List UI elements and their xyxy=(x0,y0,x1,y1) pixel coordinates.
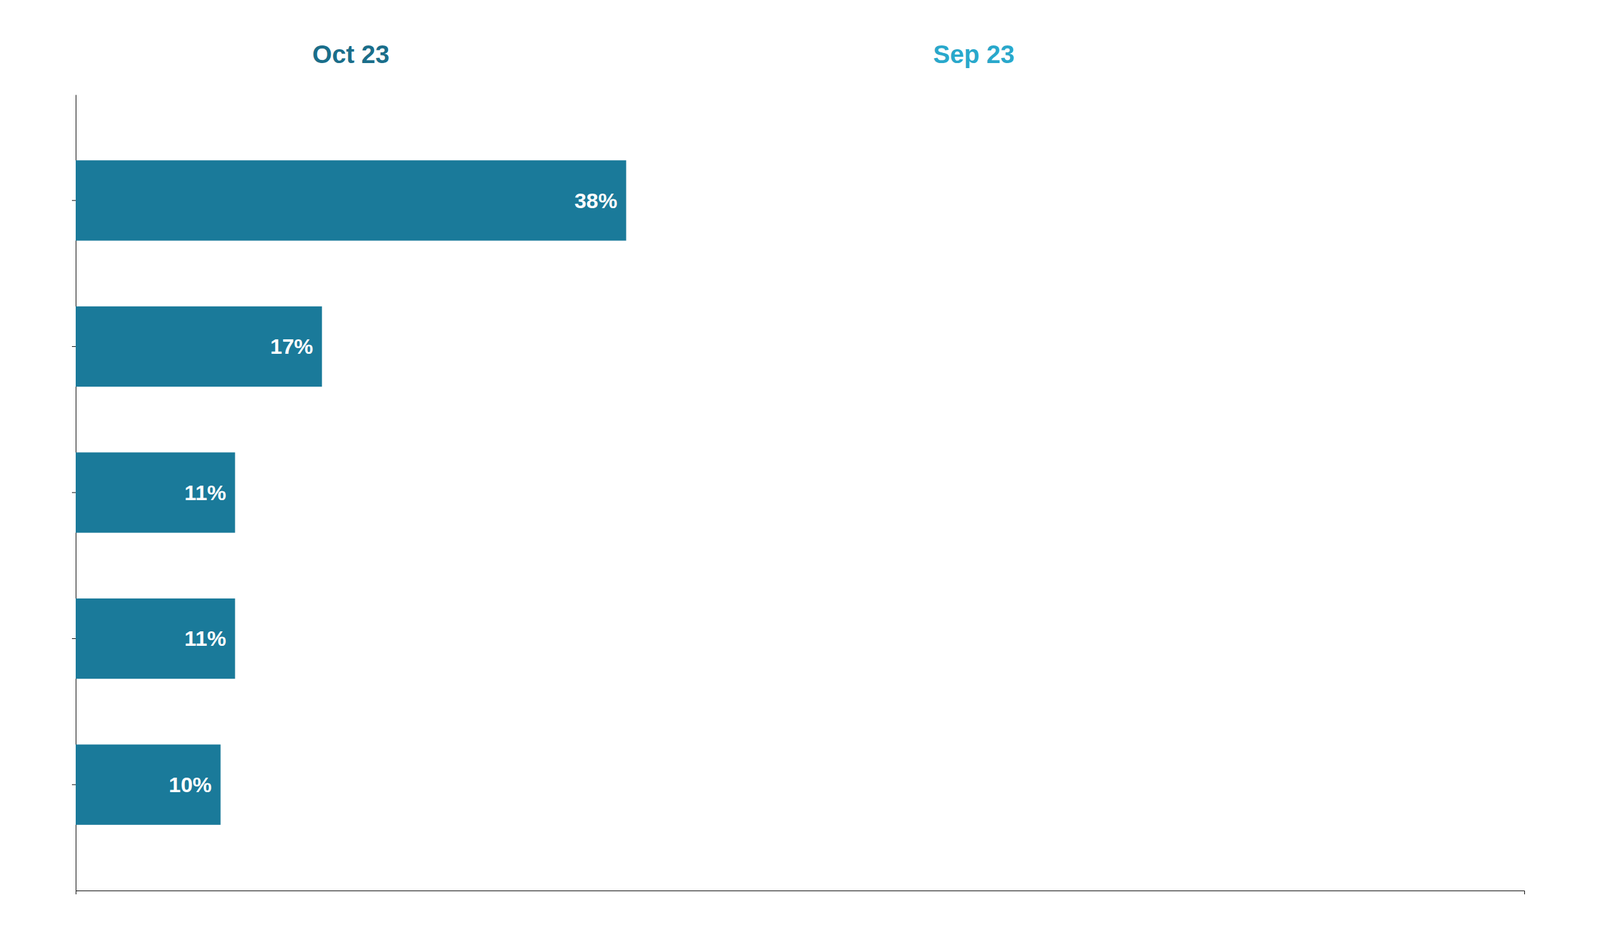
bar xyxy=(75,452,236,533)
y-tick-mark xyxy=(71,784,76,786)
chart: 38% 17% 11% 11% 10% Oct 23 Sep 23 xyxy=(0,0,1600,941)
bars xyxy=(75,160,626,826)
y-tick xyxy=(71,492,76,494)
y-axis xyxy=(71,95,77,892)
plot: 38% 17% 11% 11% 10% Oct 23 Sep 23 xyxy=(71,40,1525,895)
column-header: Oct 23 xyxy=(312,40,390,69)
headers: Oct 23 Sep 23 xyxy=(312,40,1015,69)
data-label: 11% xyxy=(184,626,226,651)
x-axis-line xyxy=(76,891,1525,896)
y-tick xyxy=(71,638,76,640)
y-tick xyxy=(71,784,76,786)
bar xyxy=(75,306,322,387)
data-labels: 38% 17% 11% 11% 10% xyxy=(169,188,618,797)
y-tick-mark xyxy=(71,346,76,348)
bar xyxy=(75,744,221,825)
data-label: 38% xyxy=(574,188,618,213)
x-axis xyxy=(76,891,1525,896)
bar xyxy=(75,598,236,679)
y-tick-mark xyxy=(71,638,76,640)
y-tick xyxy=(71,346,76,348)
y-tick xyxy=(71,200,76,201)
bar xyxy=(75,160,626,241)
y-tick-mark xyxy=(71,200,76,201)
data-label: 10% xyxy=(169,772,212,797)
y-tick-mark xyxy=(71,492,76,494)
data-label: 11% xyxy=(184,480,226,505)
column-header: Sep 23 xyxy=(933,40,1015,69)
data-label: 17% xyxy=(270,334,313,359)
